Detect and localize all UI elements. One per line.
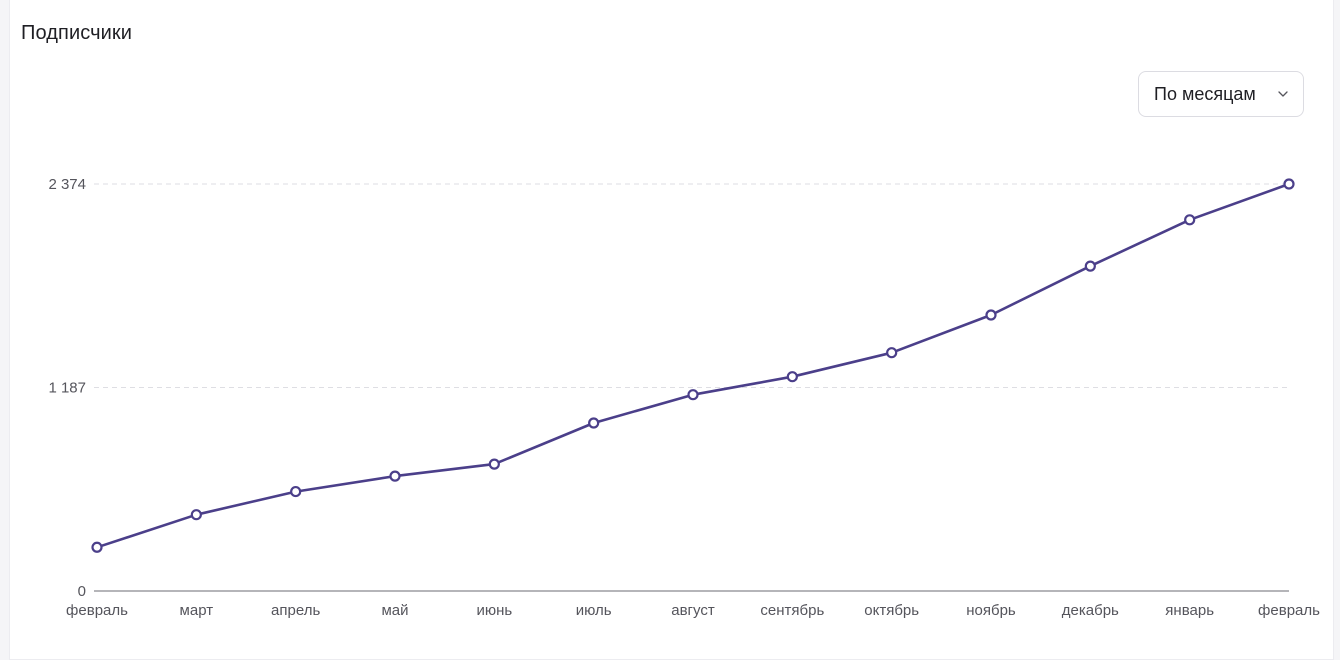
x-tick-label: ноябрь [966, 602, 1016, 619]
data-point[interactable] [985, 309, 997, 321]
data-point[interactable] [91, 541, 103, 553]
grid-lines [94, 183, 1289, 388]
data-point[interactable] [1283, 178, 1295, 190]
data-points [91, 178, 1295, 553]
data-point[interactable] [190, 509, 202, 521]
data-point[interactable] [290, 485, 302, 498]
x-tick-label: декабрь [1062, 602, 1119, 619]
chevron-down-icon [1277, 88, 1289, 100]
y-tick-label: 1 187 [48, 380, 86, 397]
x-tick-label: октябрь [864, 602, 919, 619]
data-point[interactable] [886, 347, 898, 359]
data-point[interactable] [389, 470, 401, 482]
data-point[interactable] [786, 371, 798, 383]
period-select[interactable]: По месяцам [1138, 71, 1304, 117]
data-point[interactable] [1184, 214, 1196, 226]
subscribers-line-chart: 0 1 187 2 374 февраль март апрель май июнь июль… [48, 176, 1320, 619]
x-tick-label: февраль [66, 602, 128, 619]
x-tick-label: август [671, 602, 715, 619]
card-title: Подписчики [21, 22, 133, 44]
y-tick-label: 0 [78, 583, 86, 600]
data-point[interactable] [488, 458, 500, 470]
data-point[interactable] [1084, 260, 1096, 272]
x-tick-label: июнь [476, 602, 512, 619]
x-tick-label: февраль [1258, 602, 1320, 619]
x-axis-ticks: февраль март апрель май июнь июль август сентяб… [66, 602, 1320, 619]
data-point[interactable] [588, 417, 600, 429]
x-tick-label: апрель [271, 602, 320, 619]
x-tick-label: июль [576, 602, 612, 619]
x-tick-label: январь [1165, 602, 1214, 619]
x-tick-label: сентябрь [760, 602, 824, 619]
x-tick-label: март [180, 602, 214, 619]
y-tick-label: 2 374 [48, 176, 86, 193]
series-line [95, 182, 1291, 549]
subscribers-card [9, 0, 1334, 660]
period-select-value: По месяцам [1154, 83, 1256, 104]
data-point[interactable] [687, 389, 699, 401]
x-tick-label: май [381, 602, 408, 619]
y-axis-ticks: 0 1 187 2 374 [48, 176, 86, 600]
